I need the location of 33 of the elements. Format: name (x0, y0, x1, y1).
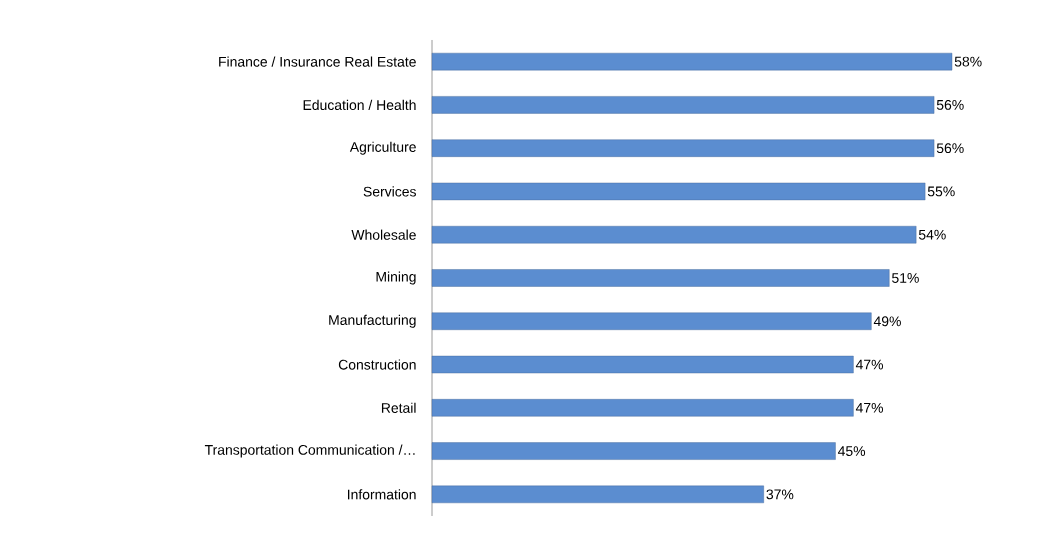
bar (431, 485, 764, 504)
y-tick-label: Information (348, 489, 416, 500)
bar (431, 139, 935, 157)
data-label: 37% (766, 489, 794, 500)
data-label: 47% (855, 359, 884, 370)
data-label: 56% (936, 143, 964, 154)
bar (431, 355, 854, 374)
data-label: 45% (837, 446, 866, 456)
bar (431, 226, 917, 244)
y-tick-label: Agriculture (349, 141, 416, 155)
y-tick-label: Construction (338, 359, 416, 370)
y-tick-label: Mining (376, 271, 416, 285)
bar (431, 269, 890, 287)
y-tick-label: Retail (381, 402, 416, 413)
bar (431, 399, 854, 417)
data-label: 56% (936, 99, 964, 110)
bar (431, 182, 926, 201)
y-tick-label: Finance / Insurance Real Estate (219, 56, 416, 67)
data-label: 49% (873, 316, 901, 327)
y-tick-label: Education / Health (303, 99, 416, 111)
bar (431, 96, 935, 114)
bar (431, 312, 872, 330)
data-label: 51% (892, 273, 919, 283)
data-label: 47% (855, 402, 884, 413)
bar (431, 442, 836, 460)
bar (431, 52, 953, 71)
data-label: 58% (954, 56, 982, 67)
y-tick-label: Wholesale (351, 229, 416, 240)
y-tick-label: Services (363, 186, 416, 197)
y-tick-label: Manufacturing (329, 314, 416, 328)
data-label: 55% (927, 186, 955, 197)
data-label: 54% (918, 229, 946, 240)
y-tick-label: Transportation Communication /… (204, 444, 415, 458)
